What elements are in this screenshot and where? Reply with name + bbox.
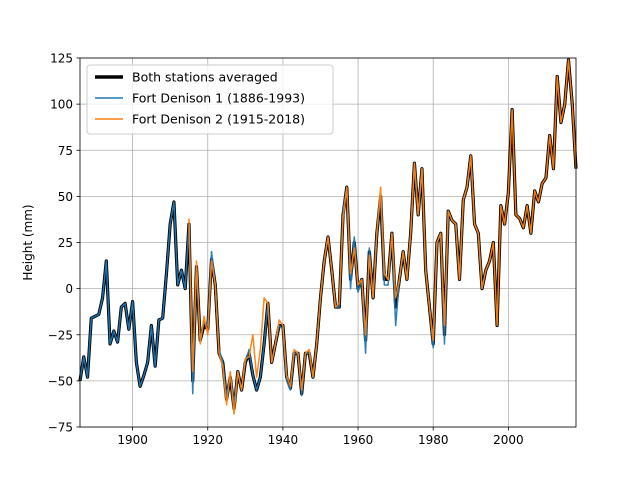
legend-label: Fort Denison 2 (1915-2018)	[132, 112, 305, 127]
y-tick-label: 100	[50, 98, 73, 112]
x-tick-label: 2000	[493, 433, 524, 447]
y-tick-label: 25	[58, 236, 73, 250]
legend-label: Both stations averaged	[132, 70, 278, 85]
y-tick-label: 0	[65, 282, 73, 296]
series-lines	[78, 58, 578, 415]
ticks: 1900 1920 1940 1960 1980 2000 −75 −50 −25 0 25 50 75…	[48, 52, 524, 448]
y-axis-label: Height (mm)	[21, 204, 35, 280]
legend: Both stations averaged Fort Denison 1 (18…	[86, 64, 334, 135]
x-tick-label: 1940	[268, 433, 299, 447]
x-tick-label: 1960	[343, 433, 374, 447]
y-tick-label: −25	[48, 328, 73, 342]
y-tick-label: −50	[48, 374, 73, 388]
y-tick-label: 75	[58, 144, 73, 158]
y-tick-label: 125	[50, 52, 73, 66]
legend-box	[86, 64, 334, 135]
legend-label: Fort Denison 1 (1886-1993)	[132, 91, 305, 106]
series-line-2	[188, 59, 577, 415]
y-tick-label: −75	[48, 421, 73, 435]
x-tick-label: 1980	[418, 433, 449, 447]
x-tick-label: 1900	[117, 433, 148, 447]
y-tick-label: 50	[58, 190, 73, 204]
x-tick-label: 1920	[192, 433, 223, 447]
